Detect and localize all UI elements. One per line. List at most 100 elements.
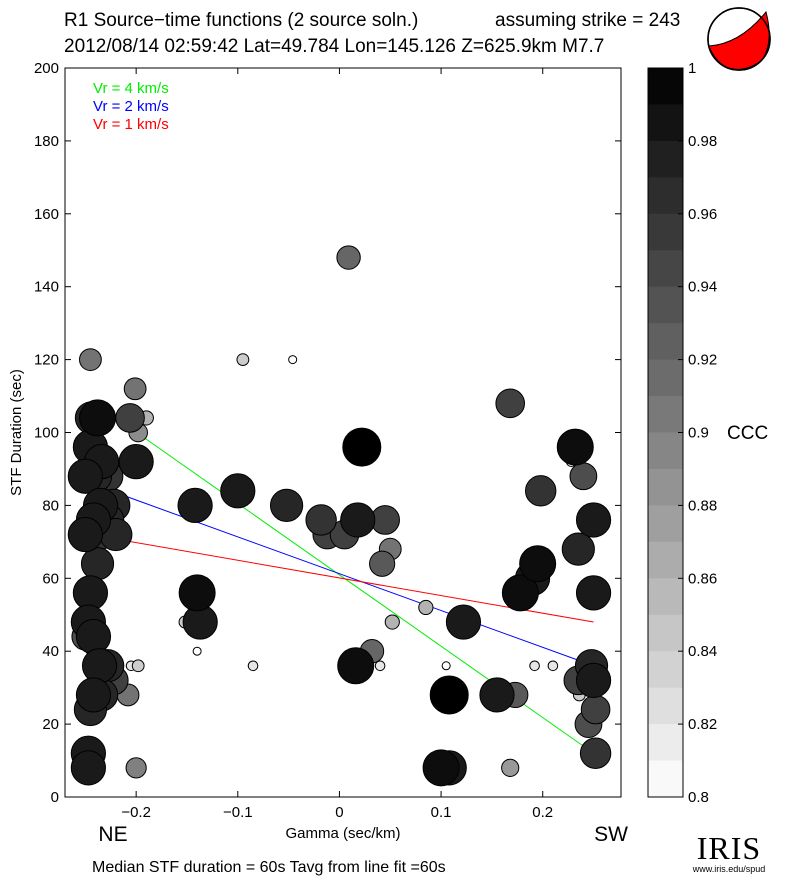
data-point bbox=[569, 462, 598, 491]
data-point bbox=[79, 399, 117, 437]
iris-url-link[interactable]: www.iris.edu/spud bbox=[692, 864, 766, 874]
focal-mechanism-beachball-icon bbox=[707, 7, 771, 71]
data-point bbox=[118, 444, 154, 480]
y-tick-label: 120 bbox=[34, 352, 59, 369]
colorbar-tick-label: 0.88 bbox=[688, 497, 717, 514]
data-point bbox=[236, 353, 250, 367]
colorbar-segment bbox=[648, 505, 683, 543]
colorbar-tick-label: 0.96 bbox=[688, 206, 717, 223]
colorbar-segment bbox=[648, 651, 683, 689]
data-point bbox=[501, 574, 539, 612]
data-point bbox=[575, 502, 612, 538]
x-tick-label: 0 bbox=[335, 804, 343, 821]
plot-frame bbox=[64, 67, 622, 798]
x-axis-label: Gamma (sec/km) bbox=[285, 825, 400, 842]
colorbar-segment bbox=[648, 468, 683, 506]
data-point bbox=[79, 348, 102, 372]
colorbar-segment bbox=[648, 68, 683, 105]
data-point bbox=[247, 660, 259, 672]
colorbar-segment bbox=[648, 140, 683, 178]
y-tick-label: 200 bbox=[34, 60, 59, 77]
data-point bbox=[336, 245, 361, 270]
data-point bbox=[547, 660, 559, 672]
data-point bbox=[340, 502, 376, 538]
data-point bbox=[80, 547, 115, 581]
colorbar-segment bbox=[648, 250, 683, 288]
data-point bbox=[519, 545, 557, 583]
y-tick-label: 160 bbox=[34, 206, 59, 223]
iris-logo[interactable]: IRIS www.iris.edu/spud bbox=[684, 832, 774, 874]
data-point bbox=[123, 377, 147, 401]
colorbar-tick-label: 0.94 bbox=[688, 279, 717, 296]
y-tick-label: 180 bbox=[34, 133, 59, 150]
data-point bbox=[561, 532, 595, 566]
colorbar-segment bbox=[648, 760, 683, 798]
data-point bbox=[220, 473, 256, 509]
data-point bbox=[479, 677, 515, 713]
data-point bbox=[70, 750, 106, 786]
data-point bbox=[575, 575, 612, 611]
colorbar-segment bbox=[648, 177, 683, 215]
data-point bbox=[445, 604, 482, 640]
data-point bbox=[525, 475, 557, 507]
data-point bbox=[429, 675, 469, 715]
direction-label-left: NE bbox=[98, 823, 127, 846]
data-point bbox=[342, 427, 382, 467]
colorbar-tick-label: 0.92 bbox=[688, 352, 717, 369]
data-point bbox=[369, 550, 396, 577]
colorbar-tick-label: 0.8 bbox=[688, 789, 709, 806]
data-point bbox=[177, 487, 213, 523]
colorbar-tick-label: 0.9 bbox=[688, 425, 709, 442]
colorbar-tick-label: 0.84 bbox=[688, 643, 717, 660]
data-point bbox=[75, 619, 112, 655]
data-point bbox=[580, 694, 611, 725]
y-tick-label: 80 bbox=[42, 497, 59, 514]
colorbar-segment bbox=[648, 614, 683, 652]
data-point bbox=[579, 737, 612, 769]
colorbar-segment bbox=[648, 432, 683, 470]
x-tick-label: −0.2 bbox=[121, 804, 151, 821]
data-point bbox=[81, 648, 118, 684]
data-point bbox=[67, 458, 103, 494]
data-point bbox=[384, 614, 400, 630]
x-tick-label: 0.1 bbox=[431, 804, 452, 821]
colorbar-segment bbox=[648, 724, 683, 762]
colorbar-segment bbox=[648, 687, 683, 725]
data-point bbox=[67, 516, 103, 553]
colorbar-segment bbox=[648, 323, 683, 361]
colorbar-tick-label: 0.86 bbox=[688, 570, 717, 587]
data-point bbox=[374, 660, 386, 672]
colorbar-segment bbox=[648, 396, 683, 433]
y-tick-label: 40 bbox=[42, 643, 59, 660]
legend-entry: Vr = 2 km/s bbox=[93, 98, 169, 115]
x-tick-label: 0.2 bbox=[532, 804, 553, 821]
event-info: 2012/08/14 02:59:42 Lat=49.784 Lon=145.1… bbox=[64, 36, 605, 57]
data-point bbox=[75, 677, 112, 713]
data-point bbox=[529, 660, 540, 672]
data-point bbox=[305, 504, 337, 536]
colorbar-tick-label: 0.82 bbox=[688, 716, 717, 733]
colorbar-tick-label: 0.98 bbox=[688, 133, 717, 150]
y-tick-label: 0 bbox=[51, 789, 59, 806]
colorbar-label: CCC bbox=[727, 423, 768, 444]
legend-entry: Vr = 1 km/s bbox=[93, 116, 169, 133]
y-axis-label: STF Duration (sec) bbox=[8, 369, 25, 496]
colorbar-segment bbox=[648, 541, 683, 579]
data-point bbox=[288, 355, 298, 365]
data-point bbox=[418, 599, 434, 616]
data-point bbox=[441, 661, 451, 671]
direction-label-right: SW bbox=[594, 823, 628, 846]
y-tick-label: 100 bbox=[34, 425, 59, 442]
colorbar-segment bbox=[648, 359, 683, 397]
data-point bbox=[125, 757, 147, 779]
x-tick-label: −0.1 bbox=[223, 804, 253, 821]
colorbar-segment bbox=[648, 578, 683, 616]
y-tick-label: 20 bbox=[42, 716, 59, 733]
data-point bbox=[495, 388, 526, 419]
y-tick-label: 60 bbox=[42, 570, 59, 587]
data-point bbox=[422, 749, 460, 787]
data-point bbox=[115, 403, 145, 433]
legend-entry: Vr = 4 km/s bbox=[93, 80, 169, 97]
